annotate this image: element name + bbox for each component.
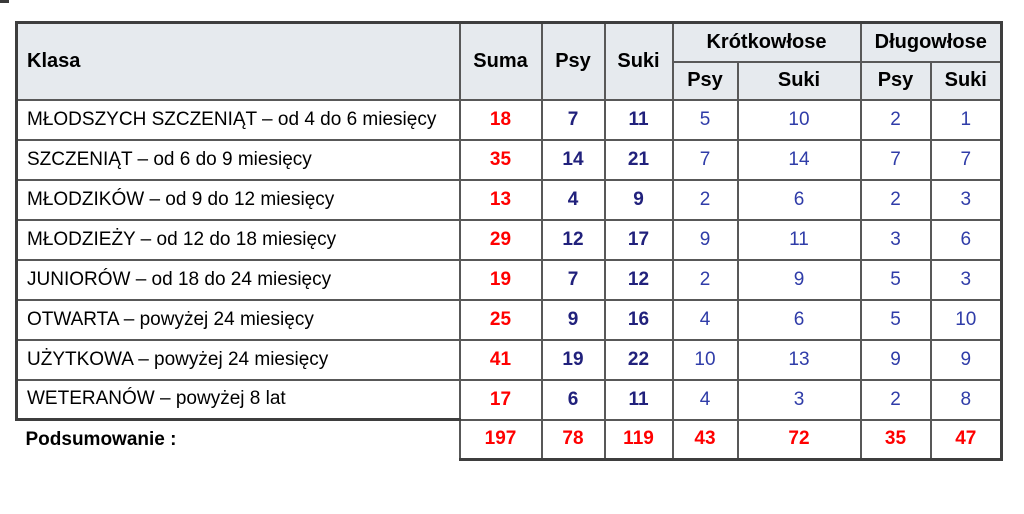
cell-krotkowlose-suki: 13 bbox=[736, 338, 862, 381]
class-label: OTWARTA – powyżej 24 miesięcy bbox=[15, 298, 461, 341]
cell-krotkowlose-suki: 10 bbox=[736, 98, 862, 141]
cell-dlugowlose-psy: 3 bbox=[859, 218, 932, 261]
header-krotkowlose-psy: Psy bbox=[671, 60, 739, 101]
cell-dlugowlose-suki: 8 bbox=[929, 378, 1004, 421]
cell-dlugowlose-suki: 3 bbox=[929, 178, 1004, 221]
cell-krotkowlose-suki: 11 bbox=[736, 218, 862, 261]
cell-dlugowlose-psy: 7 bbox=[859, 138, 932, 181]
cell-psy: 9 bbox=[540, 298, 606, 341]
cell-krotkowlose-psy: 4 bbox=[671, 298, 739, 341]
class-label: MŁODZIKÓW – od 9 do 12 miesięcy bbox=[15, 178, 461, 221]
class-label: SZCZENIĄT – od 6 do 9 miesięcy bbox=[15, 138, 461, 181]
cell-dlugowlose-suki: 6 bbox=[929, 218, 1004, 261]
header-row-subcolumns: Psy Suki Psy Suki bbox=[17, 60, 1004, 101]
header-psy: Psy bbox=[540, 21, 606, 101]
cell-dlugowlose-suki: 10 bbox=[929, 298, 1004, 341]
class-label: JUNIORÓW – od 18 do 24 miesięcy bbox=[15, 258, 461, 301]
cell-suma: 18 bbox=[458, 98, 543, 141]
cell-suma: 19 bbox=[458, 258, 543, 301]
header-row-groups: Klasa Suma Psy Suki Krótkowłose Długowło… bbox=[15, 21, 1004, 101]
class-label: WETERANÓW – powyżej 8 lat bbox=[15, 378, 461, 421]
cell-psy: 14 bbox=[540, 138, 606, 181]
summary-krotkowlose-suki: 72 bbox=[736, 418, 862, 461]
cell-suki: 9 bbox=[603, 178, 674, 221]
cell-krotkowlose-suki: 14 bbox=[736, 138, 862, 181]
table-row: MŁODZIEŻY – od 12 do 18 miesięcy 29 12 1… bbox=[15, 218, 1004, 261]
cell-suki: 11 bbox=[603, 378, 674, 421]
table-row: MŁODSZYCH SZCZENIĄT – od 4 do 6 miesięcy… bbox=[15, 98, 1004, 141]
cell-psy: 19 bbox=[540, 338, 606, 381]
cell-dlugowlose-suki: 1 bbox=[929, 98, 1004, 141]
summary-label: Podsumowanie : bbox=[16, 419, 460, 460]
class-label: MŁODSZYCH SZCZENIĄT – od 4 do 6 miesięcy bbox=[15, 98, 461, 141]
cell-suki: 12 bbox=[603, 258, 674, 301]
cell-psy: 4 bbox=[540, 178, 606, 221]
cell-suma: 29 bbox=[458, 218, 543, 261]
table-row: WETERANÓW – powyżej 8 lat 17 6 11 4 3 2 … bbox=[15, 378, 1004, 421]
cell-dlugowlose-suki: 3 bbox=[929, 258, 1004, 301]
cell-dlugowlose-psy: 9 bbox=[859, 338, 932, 381]
header-dlugowlose-suki: Suki bbox=[929, 60, 1004, 101]
summary-dlugowlose-suki: 47 bbox=[929, 418, 1004, 461]
summary-suki: 119 bbox=[603, 418, 674, 461]
summary-krotkowlose-psy: 43 bbox=[671, 418, 739, 461]
cell-krotkowlose-psy: 2 bbox=[671, 258, 739, 301]
summary-dlugowlose-psy: 35 bbox=[859, 418, 932, 461]
cell-dlugowlose-suki: 9 bbox=[929, 338, 1004, 381]
cell-suma: 13 bbox=[458, 178, 543, 221]
cell-suki: 11 bbox=[603, 98, 674, 141]
cell-krotkowlose-suki: 6 bbox=[736, 298, 862, 341]
table-row: OTWARTA – powyżej 24 miesięcy 25 9 16 4 … bbox=[15, 298, 1004, 341]
header-krotkowlose-suki: Suki bbox=[736, 60, 862, 101]
scan-artifact bbox=[0, 0, 9, 3]
table-row: JUNIORÓW – od 18 do 24 miesięcy 19 7 12 … bbox=[15, 258, 1004, 301]
cell-krotkowlose-psy: 7 bbox=[671, 138, 739, 181]
class-label: UŻYTKOWA – powyżej 24 miesięcy bbox=[15, 338, 461, 381]
cell-krotkowlose-psy: 10 bbox=[671, 338, 739, 381]
table-row: UŻYTKOWA – powyżej 24 miesięcy 41 19 22 … bbox=[15, 338, 1004, 381]
cell-krotkowlose-psy: 9 bbox=[671, 218, 739, 261]
cell-psy: 7 bbox=[540, 258, 606, 301]
cell-krotkowlose-psy: 2 bbox=[671, 178, 739, 221]
cell-suma: 25 bbox=[458, 298, 543, 341]
cell-dlugowlose-psy: 2 bbox=[859, 178, 932, 221]
cell-psy: 12 bbox=[540, 218, 606, 261]
cell-krotkowlose-psy: 5 bbox=[671, 98, 739, 141]
cell-suki: 21 bbox=[603, 138, 674, 181]
header-group-krotkowlose: Krótkowłose bbox=[671, 21, 862, 63]
cell-dlugowlose-psy: 5 bbox=[859, 258, 932, 301]
header-suki: Suki bbox=[603, 21, 674, 101]
cell-psy: 7 bbox=[540, 98, 606, 141]
cell-krotkowlose-suki: 6 bbox=[736, 178, 862, 221]
class-label: MŁODZIEŻY – od 12 do 18 miesięcy bbox=[15, 218, 461, 261]
cell-psy: 6 bbox=[540, 378, 606, 421]
cell-suma: 17 bbox=[458, 378, 543, 421]
cell-suki: 17 bbox=[603, 218, 674, 261]
table-row: MŁODZIKÓW – od 9 do 12 miesięcy 13 4 9 2… bbox=[15, 178, 1004, 221]
cell-dlugowlose-psy: 2 bbox=[859, 378, 932, 421]
cell-dlugowlose-psy: 2 bbox=[859, 98, 932, 141]
summary-row: Podsumowanie : 197 78 119 43 72 35 47 bbox=[16, 418, 1004, 461]
cell-suki: 16 bbox=[603, 298, 674, 341]
header-suma: Suma bbox=[458, 21, 543, 101]
cell-krotkowlose-psy: 4 bbox=[671, 378, 739, 421]
cell-dlugowlose-psy: 5 bbox=[859, 298, 932, 341]
header-klasa: Klasa bbox=[15, 21, 461, 101]
summary-psy: 78 bbox=[540, 418, 606, 461]
cell-suma: 41 bbox=[458, 338, 543, 381]
cell-krotkowlose-suki: 3 bbox=[736, 378, 862, 421]
table-row: SZCZENIĄT – od 6 do 9 miesięcy 35 14 21 … bbox=[15, 138, 1004, 181]
cell-suma: 35 bbox=[458, 138, 543, 181]
header-group-dlugowlose: Długowłose bbox=[859, 21, 1004, 63]
cell-krotkowlose-suki: 9 bbox=[736, 258, 862, 301]
dog-show-classes-table: Klasa Suma Psy Suki Krótkowłose Długowło… bbox=[15, 21, 1004, 461]
cell-dlugowlose-suki: 7 bbox=[929, 138, 1004, 181]
header-dlugowlose-psy: Psy bbox=[859, 60, 932, 101]
summary-suma: 197 bbox=[458, 418, 543, 461]
cell-suki: 22 bbox=[603, 338, 674, 381]
